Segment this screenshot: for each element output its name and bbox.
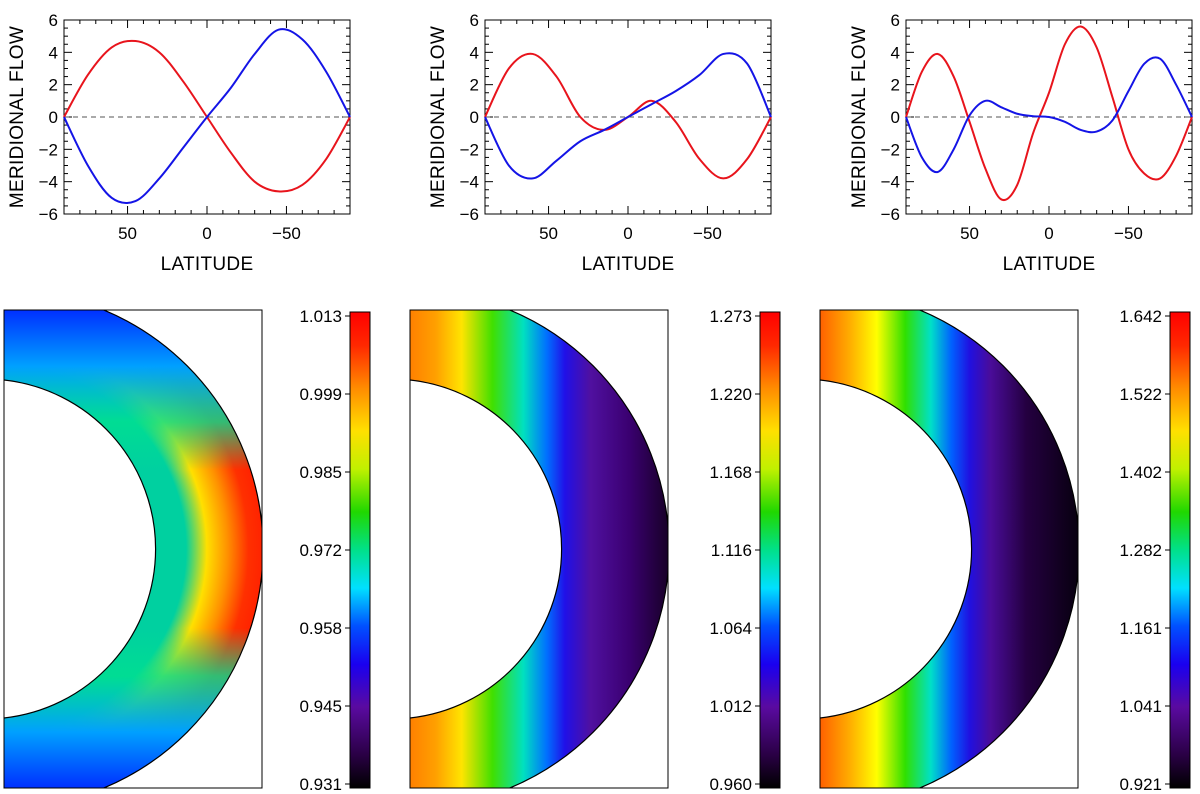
y-tick-label: 6 xyxy=(49,11,58,30)
colorbar-tick-label: 1.282 xyxy=(1119,541,1162,560)
colorbar-tick-label: 1.273 xyxy=(709,307,752,326)
colorbar-tick-label: 1.013 xyxy=(299,307,342,326)
series-line-blue xyxy=(905,56,1193,174)
shell-inner-edge xyxy=(410,379,563,719)
series-line-red xyxy=(905,25,1193,202)
series-layer xyxy=(484,52,772,180)
panel-frame xyxy=(819,309,1079,789)
top-left-line-chart: 50 0 −50 −6 −4 −2 0 2 4 6 LATITUDE MERIDIONAL FLO… xyxy=(7,11,351,275)
series-line-blue xyxy=(63,28,351,205)
x-tick-label: 0 xyxy=(202,224,211,243)
y-tick-label: −4 xyxy=(39,173,58,192)
colorbar-tick-label: 1.402 xyxy=(1119,463,1162,482)
tick-labels: 50 0 −50 −6 −4 −2 0 2 4 6 xyxy=(460,11,722,243)
colorbar-tick-label: 1.064 xyxy=(709,619,752,638)
y-tick-label: −2 xyxy=(460,140,479,159)
colorbar-tick-label: 0.958 xyxy=(299,619,342,638)
series-line-blue xyxy=(484,52,772,180)
y-tick-label: −4 xyxy=(881,173,900,192)
shell-outer-edge xyxy=(508,310,668,788)
x-tick-label: 50 xyxy=(539,224,558,243)
colorbar-middle: 1.273 1.220 1.168 1.116 1.064 1.012 0.960 xyxy=(709,307,781,794)
x-axis-title: LATITUDE xyxy=(161,254,254,275)
bottom-right-heatmap xyxy=(819,309,1079,789)
colorbar-right: 1.642 1.522 1.402 1.282 1.161 1.041 0.921 xyxy=(1119,307,1191,794)
colorbar-tick-label: 0.972 xyxy=(299,541,342,560)
panel-frame xyxy=(3,309,263,789)
y-tick-label: 2 xyxy=(891,76,900,95)
bottom-left-heatmap xyxy=(3,309,263,789)
x-axis-title: LATITUDE xyxy=(582,254,675,275)
colorbar-ticks: 1.642 1.522 1.402 1.282 1.161 1.041 0.921 xyxy=(1119,307,1170,794)
colorbar-tick-label: 1.168 xyxy=(709,463,752,482)
colorbar-tick-label: 0.921 xyxy=(1119,775,1162,794)
colorbar-ticks: 1.273 1.220 1.168 1.116 1.064 1.012 0.960 xyxy=(709,307,760,794)
series-layer xyxy=(905,25,1193,202)
colorbar-tick-label: 1.522 xyxy=(1119,385,1162,404)
panel-frame xyxy=(409,309,669,789)
shell-bottom-cold-region xyxy=(4,310,262,788)
series-layer xyxy=(63,28,351,205)
x-tick-label: 0 xyxy=(623,224,632,243)
x-tick-label: 50 xyxy=(960,224,979,243)
y-tick-label: 4 xyxy=(470,43,479,62)
colorbar-tick-label: 0.945 xyxy=(299,697,342,716)
x-tick-label: 0 xyxy=(1044,224,1053,243)
colorbar-tick-label: 0.931 xyxy=(299,775,342,794)
shell-inner-edge xyxy=(820,379,973,719)
colorbar-tick-label: 0.985 xyxy=(299,463,342,482)
bottom-middle-heatmap xyxy=(409,309,669,789)
y-tick-label: −6 xyxy=(881,205,900,224)
tick-labels: 50 0 −50 −6 −4 −2 0 2 4 6 xyxy=(39,11,301,243)
x-tick-label: 50 xyxy=(118,224,137,243)
colorbar-tick-label: 1.041 xyxy=(1119,697,1162,716)
y-tick-label: −6 xyxy=(460,205,479,224)
colorbar-gradient xyxy=(1169,311,1191,789)
colorbar-left: 1.013 0.999 0.985 0.972 0.958 0.945 0.931 xyxy=(299,307,371,794)
y-tick-label: 4 xyxy=(891,43,900,62)
y-axis-title: MERIDIONAL FLOW xyxy=(849,26,870,208)
shell-fill xyxy=(410,310,668,788)
x-tick-label: −50 xyxy=(1114,224,1143,243)
top-middle-line-chart: 50 0 −50 −6 −4 −2 0 2 4 6 LATITUDE MERIDIONAL FLO… xyxy=(428,11,772,275)
colorbar-gradient xyxy=(759,311,781,789)
top-right-line-chart: 50 0 −50 −6 −4 −2 0 2 4 6 LATITUDE MERIDIONAL FLO… xyxy=(849,11,1193,275)
colorbar-tick-label: 1.642 xyxy=(1119,307,1162,326)
y-axis-title: MERIDIONAL FLOW xyxy=(428,26,449,208)
x-tick-label: −50 xyxy=(272,224,301,243)
colorbar-tick-label: 1.220 xyxy=(709,385,752,404)
colorbar-tick-label: 0.999 xyxy=(299,385,342,404)
colorbar-tick-label: 1.161 xyxy=(1119,619,1162,638)
y-tick-label: −4 xyxy=(460,173,479,192)
colorbar-tick-label: 1.116 xyxy=(711,541,752,560)
y-tick-label: −2 xyxy=(881,140,900,159)
y-tick-label: −2 xyxy=(39,140,58,159)
colorbar-gradient xyxy=(349,311,371,789)
y-tick-label: 0 xyxy=(470,108,479,127)
y-axis-title: MERIDIONAL FLOW xyxy=(7,26,28,208)
shell-outer-edge xyxy=(918,310,1078,788)
y-tick-label: 4 xyxy=(49,43,58,62)
colorbar-tick-label: 0.960 xyxy=(709,775,752,794)
shell-fill xyxy=(820,310,1078,788)
shell-inner-edge xyxy=(4,379,157,719)
y-tick-label: 6 xyxy=(891,11,900,30)
tick-labels: 50 0 −50 −6 −4 −2 0 2 4 6 xyxy=(881,11,1143,243)
x-tick-label: −50 xyxy=(693,224,722,243)
y-tick-label: 2 xyxy=(49,76,58,95)
colorbar-tick-label: 1.012 xyxy=(709,697,752,716)
x-axis-title: LATITUDE xyxy=(1003,254,1096,275)
shell-outer-edge xyxy=(102,310,262,788)
y-tick-label: 6 xyxy=(470,11,479,30)
y-tick-label: 0 xyxy=(891,108,900,127)
y-tick-label: −6 xyxy=(39,205,58,224)
y-tick-label: 2 xyxy=(470,76,479,95)
colorbar-ticks: 1.013 0.999 0.985 0.972 0.958 0.945 0.931 xyxy=(299,307,350,794)
y-tick-label: 0 xyxy=(49,108,58,127)
